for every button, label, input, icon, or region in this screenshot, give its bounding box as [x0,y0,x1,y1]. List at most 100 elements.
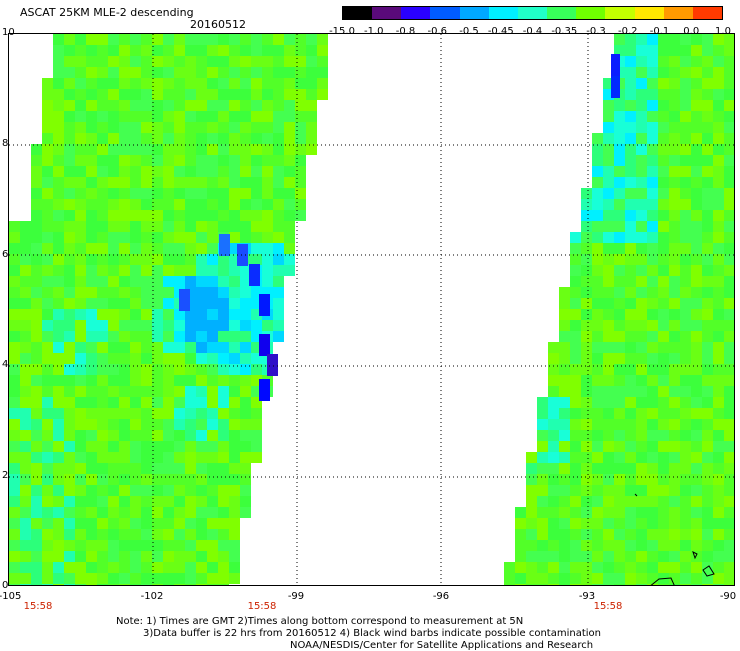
swath-cell [614,551,625,562]
swath-cell [185,584,196,585]
swath-cell [97,111,108,122]
swath-cell [680,78,691,89]
swath-cell [97,89,108,100]
swath-cell [97,485,108,496]
swath-cell [636,188,647,199]
swath-cell [262,78,273,89]
swath-cell [97,309,108,320]
swath-cell [251,254,262,265]
swath-cell [526,573,537,584]
swath-cell [625,177,636,188]
swath-cell [75,452,86,463]
swath-cell [75,111,86,122]
swath-cell [196,496,207,507]
swath-cell [262,243,273,254]
swath-cell [207,34,218,45]
swath-cell [548,518,559,529]
swath-cell [108,122,119,133]
swath-cell [240,232,251,243]
swath-cell [317,89,328,100]
swath-cell [251,89,262,100]
swath-cell [537,430,548,441]
swath-cell [603,353,614,364]
swath-cell [75,496,86,507]
swath-cell [152,221,163,232]
swath-cell [152,452,163,463]
swath-cell [592,441,603,452]
swath-cell [174,232,185,243]
swath-cell [724,298,734,309]
swath-cell [174,430,185,441]
swath-cell [97,67,108,78]
swath-cell [31,507,42,518]
swath-cell [119,199,130,210]
swath-cell [669,122,680,133]
swath-cell [152,122,163,133]
swath-cell [207,452,218,463]
swath-cell [229,419,240,430]
swath-cell [97,518,108,529]
swath-cell [163,452,174,463]
swath-cell [570,331,581,342]
swath-cell [20,529,31,540]
swath-cell [119,210,130,221]
swath-cell [614,199,625,210]
swath-cell [130,353,141,364]
swath-cell [130,562,141,573]
swath-cell [713,67,724,78]
swath-cell [141,210,152,221]
swath-cell [647,188,658,199]
swath-cell [581,408,592,419]
swath-cell [119,474,130,485]
swath-cell [196,353,207,364]
swath-cell [75,254,86,265]
swath-cell [152,78,163,89]
swath-cell [218,529,229,540]
swath-cell [724,419,734,430]
swath-cell [207,331,218,342]
swath-cell [603,496,614,507]
swath-cell [218,474,229,485]
swath-cell [691,78,702,89]
swath-cell [119,287,130,298]
swath-cell [218,122,229,133]
swath-cell [284,177,295,188]
swath-cell [625,485,636,496]
swath-cell [559,452,570,463]
swath-cell [20,309,31,320]
swath-cell [174,408,185,419]
swath-cell [196,540,207,551]
swath-cell [31,232,42,243]
swath-cell [64,463,75,474]
swath-cell [702,397,713,408]
swath-cell [207,507,218,518]
swath-cell [119,485,130,496]
swath-cell [130,463,141,474]
swath-cell [570,584,581,585]
swath-cell [86,133,97,144]
swath-cell [581,298,592,309]
swath-cell [207,518,218,529]
swath-cell [185,364,196,375]
swath-cell [691,342,702,353]
swath-cell [108,243,119,254]
swath-cell [97,584,108,585]
swath-cell [669,375,680,386]
swath-cell [295,188,306,199]
swath-cell [108,221,119,232]
swath-cell [53,452,64,463]
swath-cell [614,298,625,309]
swath-cell [251,452,262,463]
swath-cell [218,188,229,199]
swath-cell [64,562,75,573]
swath-cell [130,100,141,111]
swath-cell [86,210,97,221]
swath-cell [218,320,229,331]
swath-cell [174,573,185,584]
swath-cell [570,507,581,518]
swath-cell [691,331,702,342]
swath-cell [229,529,240,540]
swath-cell [64,56,75,67]
swath-cell [636,452,647,463]
swath-cell [218,463,229,474]
